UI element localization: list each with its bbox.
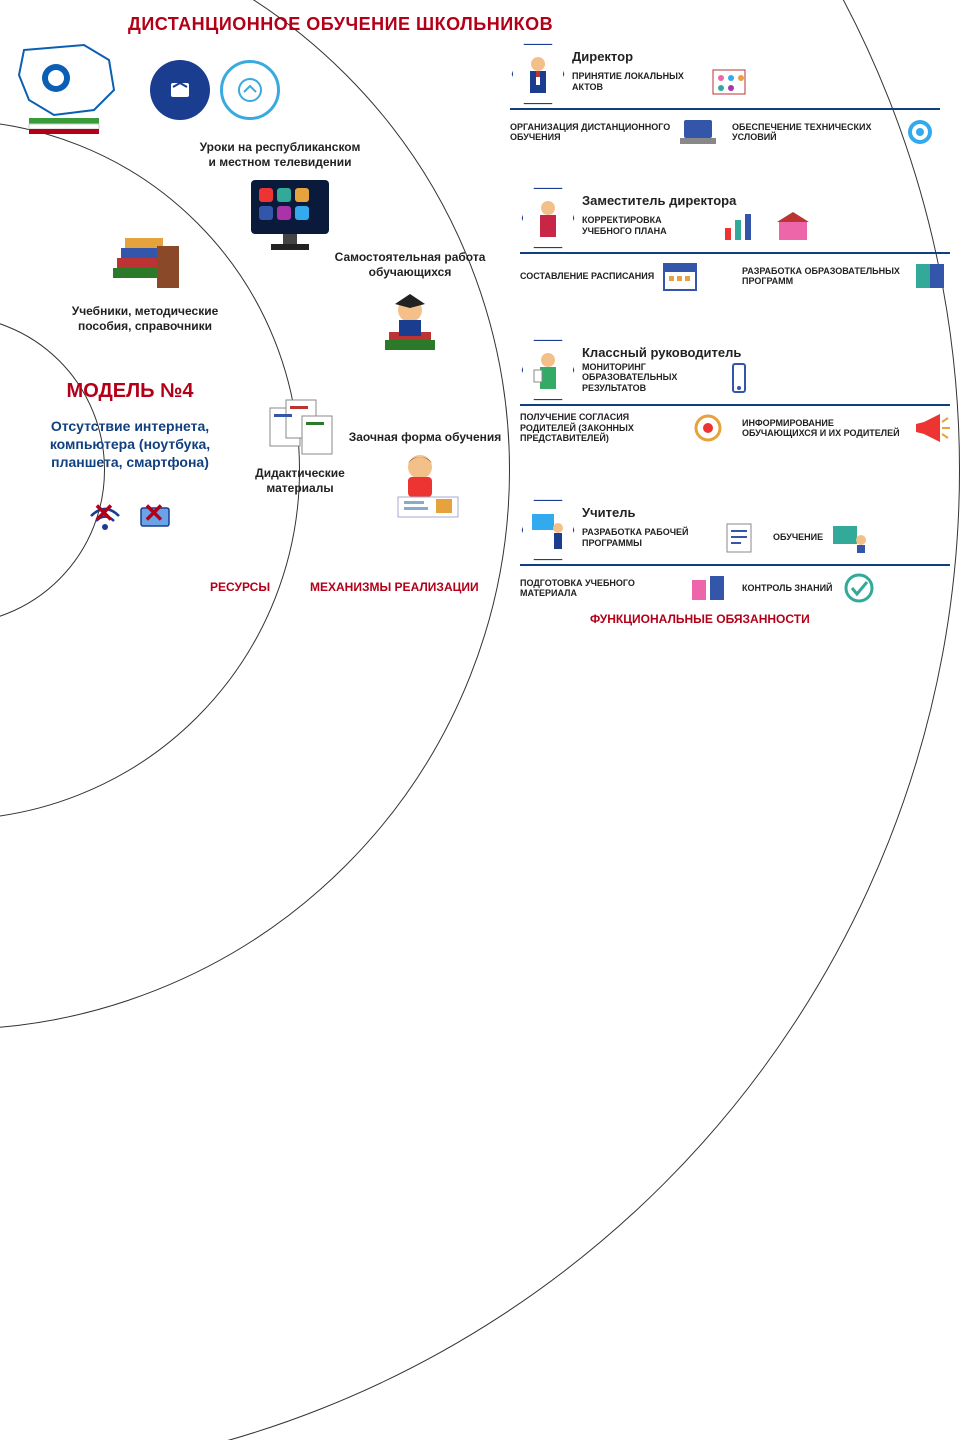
role-title: Заместитель директора bbox=[582, 193, 950, 208]
role-task-label: СОСТАВЛЕНИЕ РАСПИСАНИЯ bbox=[520, 271, 654, 281]
megaphone-icon bbox=[910, 410, 950, 446]
gear-icon bbox=[900, 114, 940, 150]
docs-icon bbox=[709, 64, 749, 100]
institute-logo-icon bbox=[220, 60, 280, 120]
model-subtitle: Отсутствие интернета, компьютера (ноутбу… bbox=[20, 417, 240, 472]
role-header: Классный руководитель МОНИТОРИНГ ОБРАЗОВА… bbox=[520, 338, 950, 402]
role-director: Директор ПРИНЯТИЕ ЛОКАЛЬНЫХ АКТОВ ОРГАНИЗА… bbox=[510, 42, 940, 150]
model-crossed-icons bbox=[20, 502, 240, 537]
role-deputy: Заместитель директора КОРРЕКТИРОВКА УЧЕБН… bbox=[520, 186, 950, 294]
role-task-label: ОРГАНИЗАЦИЯ ДИСТАНЦИОННОГО ОБУЧЕНИЯ bbox=[510, 122, 672, 143]
role-task-label: ПРИНЯТИЕ ЛОКАЛЬНЫХ АКТОВ bbox=[572, 71, 703, 92]
role-task-label: РАЗРАБОТКА ОБРАЗОВАТЕЛЬНЫХ ПРОГРАММ bbox=[742, 266, 904, 287]
role-task bbox=[773, 360, 950, 396]
logos-row bbox=[150, 60, 280, 120]
teach-icon bbox=[829, 520, 869, 556]
role-title: Классный руководитель bbox=[582, 345, 950, 360]
role-task: МОНИТОРИНГ ОБРАЗОВАТЕЛЬНЫХ РЕЗУЛЬТАТОВ bbox=[582, 360, 759, 396]
mechanism-correspondence: Заочная форма обучения bbox=[340, 430, 510, 519]
role-divider bbox=[510, 108, 940, 110]
role-task: ОБЕСПЕЧЕНИЕ ТЕХНИЧЕСКИХ УСЛОВИЙ bbox=[732, 114, 940, 150]
plan-icon bbox=[719, 520, 759, 556]
role-divider bbox=[520, 404, 950, 406]
role-task-label: ИНФОРМИРОВАНИЕ ОБУЧАЮЩИХСЯ И ИХ РОДИТЕЛЕ… bbox=[742, 418, 904, 439]
role-task-label: КОНТРОЛЬ ЗНАНИЙ bbox=[742, 583, 833, 593]
role-task bbox=[763, 64, 940, 100]
mechanism-selfstudy: Самостоятельная работа обучающихся bbox=[325, 250, 495, 354]
role-tasks-row: ПОДГОТОВКА УЧЕБНОГО МАТЕРИАЛА КОНТРОЛЬ ЗН… bbox=[520, 570, 950, 606]
role-task-label: ПОЛУЧЕНИЕ СОГЛАСИЯ РОДИТЕЛЕЙ (ЗАКОННЫХ П… bbox=[520, 412, 682, 443]
role-task: ОБУЧЕНИЕ bbox=[773, 520, 950, 556]
check-icon bbox=[839, 570, 879, 606]
role-task-label: МОНИТОРИНГ ОБРАЗОВАТЕЛЬНЫХ РЕЗУЛЬТАТОВ bbox=[582, 362, 713, 393]
role-header: Директор ПРИНЯТИЕ ЛОКАЛЬНЫХ АКТОВ bbox=[510, 42, 940, 106]
no-device-icon bbox=[137, 502, 173, 537]
role-task-label: КОРРЕКТИРОВКА УЧЕБНОГО ПЛАНА bbox=[582, 215, 713, 236]
tv-icon bbox=[245, 174, 315, 244]
role-hexagon-icon bbox=[510, 42, 566, 106]
role-task-label: ОБУЧЕНИЕ bbox=[773, 532, 823, 542]
calendar-icon bbox=[660, 258, 700, 294]
role-classteacher: Классный руководитель МОНИТОРИНГ ОБРАЗОВА… bbox=[520, 338, 950, 446]
role-hexagon-icon bbox=[520, 338, 576, 402]
book-icon bbox=[910, 258, 950, 294]
chart-icon bbox=[719, 208, 759, 244]
role-tasks-row: СОСТАВЛЕНИЕ РАСПИСАНИЯ РАЗРАБОТКА ОБРАЗОВ… bbox=[520, 258, 950, 294]
ministry-logo-icon bbox=[150, 60, 210, 120]
selfstudy-icon bbox=[375, 284, 445, 354]
role-task-label: ПОДГОТОВКА УЧЕБНОГО МАТЕРИАЛА bbox=[520, 578, 682, 599]
role-hexagon-icon bbox=[520, 186, 576, 250]
role-task: СОСТАВЛЕНИЕ РАСПИСАНИЯ bbox=[520, 258, 728, 294]
section-label-mechanisms: МЕХАНИЗМЫ РЕАЛИЗАЦИИ bbox=[310, 580, 479, 594]
role-divider bbox=[520, 564, 950, 566]
region-emblem-icon bbox=[14, 40, 124, 135]
role-task: ПОДГОТОВКА УЧЕБНОГО МАТЕРИАЛА bbox=[520, 570, 728, 606]
laptop-icon bbox=[678, 114, 718, 150]
role-tasks-row: ОРГАНИЗАЦИЯ ДИСТАНЦИОННОГО ОБУЧЕНИЯ ОБЕСП… bbox=[510, 114, 940, 150]
role-tasks-row: ПОЛУЧЕНИЕ СОГЛАСИЯ РОДИТЕЛЕЙ (ЗАКОННЫХ П… bbox=[520, 410, 950, 446]
mechanism-label: Самостоятельная работа обучающихся bbox=[325, 250, 495, 280]
role-header: Заместитель директора КОРРЕКТИРОВКА УЧЕБН… bbox=[520, 186, 950, 250]
role-task: РАЗРАБОТКА РАБОЧЕЙ ПРОГРАММЫ bbox=[582, 520, 759, 556]
role-header: Учитель РАЗРАБОТКА РАБОЧЕЙ ПРОГРАММЫ ОБУЧЕ… bbox=[520, 498, 950, 562]
mechanism-label: Заочная форма обучения bbox=[340, 430, 510, 445]
role-hexagon-icon bbox=[520, 498, 576, 562]
role-task: ПРИНЯТИЕ ЛОКАЛЬНЫХ АКТОВ bbox=[572, 64, 749, 100]
role-task: РАЗРАБОТКА ОБРАЗОВАТЕЛЬНЫХ ПРОГРАММ bbox=[742, 258, 950, 294]
role-task: КОРРЕКТИРОВКА УЧЕБНОГО ПЛАНА bbox=[582, 208, 759, 244]
role-task-label: ОБЕСПЕЧЕНИЕ ТЕХНИЧЕСКИХ УСЛОВИЙ bbox=[732, 122, 894, 143]
role-title: Директор bbox=[572, 49, 940, 64]
books-icon bbox=[105, 228, 185, 298]
role-task-label: РАЗРАБОТКА РАБОЧЕЙ ПРОГРАММЫ bbox=[582, 527, 713, 548]
mechanism-tv: Уроки на республиканском и местном телев… bbox=[195, 140, 365, 244]
role-task: ОРГАНИЗАЦИЯ ДИСТАНЦИОННОГО ОБУЧЕНИЯ bbox=[510, 114, 718, 150]
target-icon bbox=[688, 410, 728, 446]
model-center: МОДЕЛЬ №4 Отсутствие интернета, компьюте… bbox=[20, 380, 240, 537]
role-task bbox=[773, 208, 950, 244]
section-label-resources: РЕСУРСЫ bbox=[210, 580, 270, 594]
school-icon bbox=[773, 208, 813, 244]
role-teacher: Учитель РАЗРАБОТКА РАБОЧЕЙ ПРОГРАММЫ ОБУЧЕ… bbox=[520, 498, 950, 606]
no-wifi-icon bbox=[87, 502, 123, 537]
mechanism-label: Уроки на республиканском и местном телев… bbox=[195, 140, 365, 170]
page-title: ДИСТАНЦИОННОЕ ОБУЧЕНИЕ ШКОЛЬНИКОВ bbox=[128, 14, 553, 35]
model-title: МОДЕЛЬ №4 bbox=[20, 380, 240, 403]
role-divider bbox=[520, 252, 950, 254]
role-task: КОНТРОЛЬ ЗНАНИЙ bbox=[742, 570, 950, 606]
section-label-functions: ФУНКЦИОНАЛЬНЫЕ ОБЯЗАННОСТИ bbox=[590, 612, 810, 626]
role-title: Учитель bbox=[582, 505, 950, 520]
didactic-icon bbox=[260, 390, 340, 460]
phone-icon bbox=[719, 360, 759, 396]
resource-label: Учебники, методические пособия, справочн… bbox=[70, 304, 220, 334]
role-task: ИНФОРМИРОВАНИЕ ОБУЧАЮЩИХСЯ И ИХ РОДИТЕЛЕ… bbox=[742, 410, 950, 446]
role-task: ПОЛУЧЕНИЕ СОГЛАСИЯ РОДИТЕЛЕЙ (ЗАКОННЫХ П… bbox=[520, 410, 728, 446]
correspondence-icon bbox=[390, 449, 460, 519]
material-icon bbox=[688, 570, 728, 606]
